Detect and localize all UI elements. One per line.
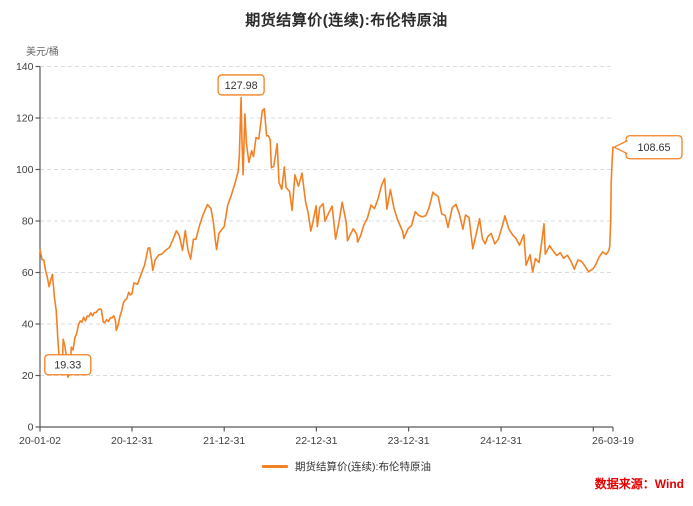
x-tick-label: 21-12-31 xyxy=(203,435,245,447)
annotation-box xyxy=(217,74,265,96)
x-tick-label: 22-12-31 xyxy=(295,435,337,447)
y-tick-label: 100 xyxy=(16,164,34,176)
x-tick-label: 20-12-31 xyxy=(111,435,153,447)
y-tick-label: 120 xyxy=(16,113,34,125)
y-gridlines xyxy=(40,66,613,376)
legend-series-label: 期货结算价(连续):布伦特原油 xyxy=(295,461,431,473)
price-line xyxy=(39,96,614,379)
x-tick-label: 23-12-31 xyxy=(388,435,430,447)
legend-line-swatch xyxy=(262,465,289,468)
annotation-box xyxy=(44,354,92,376)
annotation-value: 108.65 xyxy=(637,142,670,154)
chart-title: 期货结算价(连续):布伦特原油 xyxy=(245,12,448,29)
y-tick-label: 80 xyxy=(22,216,34,228)
annotation-19.33: 19.33 xyxy=(44,354,92,376)
annotation-value: 127.98 xyxy=(225,80,258,92)
annotation-pointer xyxy=(613,140,628,155)
annotation-108.65: 108.65 xyxy=(613,135,683,160)
x-tick-label: 20-01-02 xyxy=(19,435,61,447)
axes: 0 20 40 60 80 100 120 140 20-01-02 20-12-31 21-12-… xyxy=(16,61,634,447)
y-tick-label: 20 xyxy=(22,370,34,382)
x-tick-label: 24-12-31 xyxy=(480,435,522,447)
y-tick-label: 40 xyxy=(22,319,34,331)
legend: 期货结算价(连续):布伦特原油 xyxy=(0,459,693,474)
annotation-127.98: 127.98 xyxy=(217,74,265,96)
annotation-value: 19.33 xyxy=(54,360,81,372)
y-tick-label: 0 xyxy=(28,422,34,434)
y-tick-label: 140 xyxy=(16,61,34,73)
y-axis-unit-label: 美元/桶 xyxy=(26,47,59,58)
data-source-label: 数据来源：Wind xyxy=(594,477,684,491)
y-tick-label: 60 xyxy=(22,267,34,279)
x-tick-label: 26-03-19 xyxy=(592,435,634,447)
